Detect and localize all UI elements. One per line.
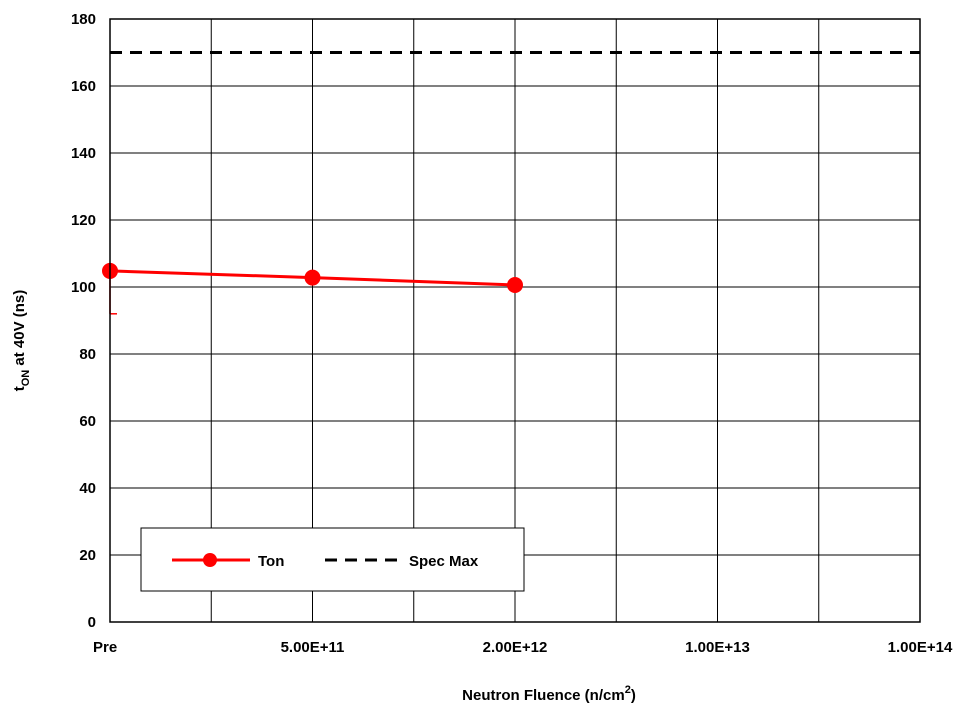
ton-point [304, 269, 321, 286]
x-axis-title: Neutron Fluence (n/cm2) [462, 684, 636, 704]
legend-ton-label: Ton [258, 553, 284, 570]
y-tick-labels: 0 20 40 60 80 100 120 140 160 180 [71, 11, 96, 631]
x-tick-label: Pre [93, 639, 117, 656]
x-tick-label: 5.00E+11 [281, 639, 345, 656]
legend: Ton Spec Max [140, 527, 525, 592]
y-tick-label: 140 [71, 145, 96, 162]
y-tick-label: 180 [71, 11, 96, 28]
x-tick-labels: Pre 5.00E+11 2.00E+12 1.00E+13 1.00E+14 [93, 639, 953, 656]
y-tick-label: 80 [79, 346, 96, 363]
y-tick-label: 40 [79, 480, 96, 497]
legend-ton-marker [203, 553, 217, 567]
series-layer [102, 51, 920, 315]
y-tick-label: 160 [71, 78, 96, 95]
y-tick-label: 20 [79, 547, 96, 564]
y-tick-label: 60 [79, 413, 96, 430]
ton-point [507, 276, 523, 293]
y-tick-label: 0 [88, 614, 96, 631]
y-tick-label: 120 [71, 212, 96, 229]
x-tick-label: 1.00E+14 [888, 639, 953, 656]
x-tick-label: 2.00E+12 [483, 639, 548, 656]
y-axis-title: tON at 40V (ns) [11, 290, 32, 392]
y-tick-label: 100 [71, 279, 96, 296]
legend-spec-label: Spec Max [409, 553, 479, 570]
plot-border [109, 18, 921, 623]
x-tick-label: 1.00E+13 [685, 639, 750, 656]
